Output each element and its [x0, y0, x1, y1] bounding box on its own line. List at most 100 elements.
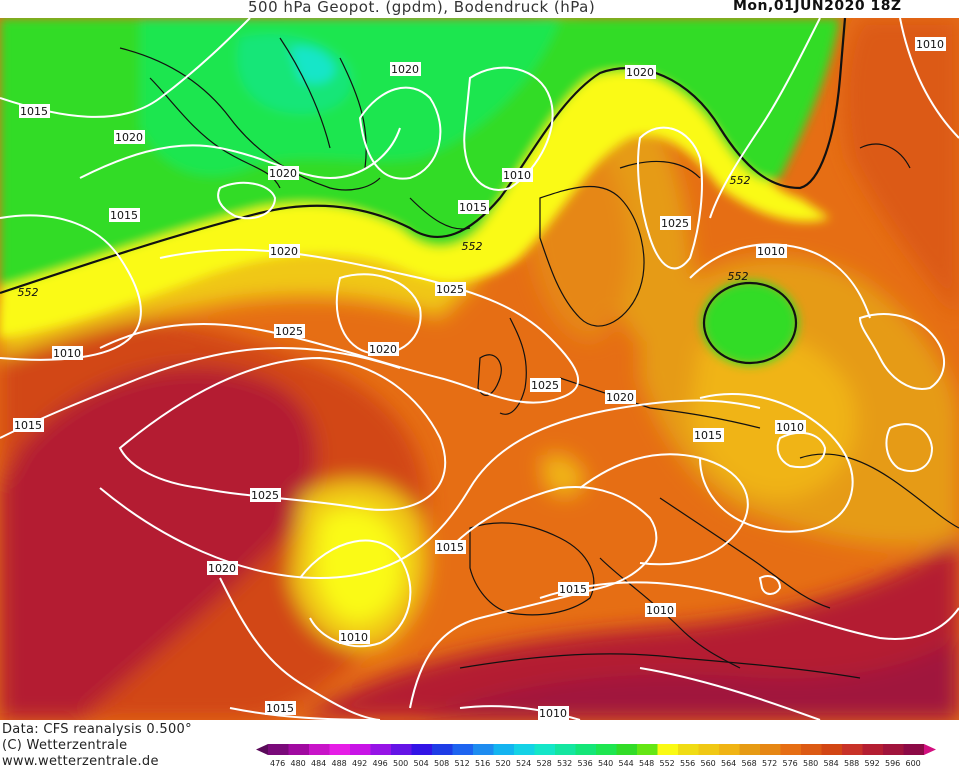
- geopotential-label: 552: [18, 286, 39, 299]
- legend-swatch: [616, 744, 637, 755]
- isobar-label-bg: [435, 540, 466, 554]
- copyright-notice: (C) Wetterzentrale: [2, 738, 128, 753]
- legend-tick-label: 564: [721, 759, 736, 768]
- isobar-label-bg: [645, 603, 676, 617]
- isobar-label: 1020: [269, 167, 297, 180]
- legend-tick-label: 548: [639, 759, 654, 768]
- legend-tick-label: 508: [434, 759, 449, 768]
- legend-swatch: [288, 744, 309, 755]
- isobar-label-bg: [693, 428, 724, 442]
- legend-swatch: [780, 744, 801, 755]
- isobar-label-bg: [502, 168, 533, 182]
- legend-swatch: [350, 744, 371, 755]
- isobar-label-bg: [625, 65, 656, 79]
- legend-tick-label: 536: [578, 759, 593, 768]
- legend-tick-label: 492: [352, 759, 367, 768]
- legend-tick-label: 556: [680, 759, 695, 768]
- isobar-label: 1010: [916, 38, 944, 51]
- legend-swatch: [432, 744, 453, 755]
- isobar-label: 1020: [391, 63, 419, 76]
- isobar-label: 1015: [559, 583, 587, 596]
- isobar-label-bg: [605, 390, 636, 404]
- legend-tick-label: 576: [783, 759, 798, 768]
- legend-swatch: [637, 744, 658, 755]
- isobar-label: 1025: [661, 217, 689, 230]
- legend-tick-label: 524: [516, 759, 531, 768]
- legend-swatch: [883, 744, 904, 755]
- geopotential-contours: [0, 18, 847, 365]
- legend-swatch: [370, 744, 391, 755]
- geopotential-label: 552: [730, 174, 751, 187]
- isobar-label-bg: [368, 342, 399, 356]
- isobar-label: 1010: [776, 421, 804, 434]
- isobar-label-bg: [390, 62, 421, 76]
- legend-tick-label: 484: [311, 759, 326, 768]
- isobar-label-bg: [19, 104, 50, 118]
- legend-tick-label: 520: [496, 759, 511, 768]
- legend-swatch: [534, 744, 555, 755]
- legend-tick-label: 600: [906, 759, 921, 768]
- legend-swatch: [760, 744, 781, 755]
- isobar-label: 1025: [436, 283, 464, 296]
- legend-swatch: [862, 744, 883, 755]
- legend-tick-label: 480: [291, 759, 306, 768]
- isobar-label: 1015: [266, 702, 294, 715]
- legend-swatch: [719, 744, 740, 755]
- data-source: Data: CFS reanalysis 0.500°: [2, 722, 192, 737]
- isobar-label-bg: [274, 324, 305, 338]
- isobar-label-bg: [269, 244, 300, 258]
- legend-tick-label: 572: [762, 759, 777, 768]
- legend-tick-label: 588: [844, 759, 859, 768]
- weather-map: 1015 1020 1020 1015 1010 1020 1015 1010 1020 1025…: [0, 18, 959, 720]
- isobar-label-bg: [458, 200, 489, 214]
- color-legend: 476 480 484 488 492 496 500 504 508 512 516 520 524 5…: [256, 744, 936, 768]
- legend-swatch: [678, 744, 699, 755]
- isobar-label: 1010: [340, 631, 368, 644]
- legend-tick-label: 504: [414, 759, 429, 768]
- isobar-label-bg: [915, 37, 946, 51]
- website-url: www.wetterzentrale.de: [2, 754, 159, 769]
- legend-arrow-high: [924, 744, 936, 755]
- isobar-label: 1020: [626, 66, 654, 79]
- legend-tick-label: 568: [742, 759, 757, 768]
- legend-swatch: [411, 744, 432, 755]
- isobar-label: 1010: [757, 245, 785, 258]
- legend-swatch: [739, 744, 760, 755]
- chart-title: 500 hPa Geopot. (gpdm), Bodendruck (hPa): [248, 0, 596, 16]
- legend-swatch: [452, 744, 473, 755]
- legend-swatch: [821, 744, 842, 755]
- legend-swatch: [801, 744, 822, 755]
- legend-tick-label: 532: [557, 759, 572, 768]
- isobar-label: 1025: [251, 489, 279, 502]
- legend-tick-label: 488: [332, 759, 347, 768]
- valid-time: Mon,01JUN2020 18Z: [733, 0, 902, 14]
- isobar-label: 1010: [646, 604, 674, 617]
- legend-swatch: [903, 744, 924, 755]
- legend-tick-label: 580: [803, 759, 818, 768]
- isobar-label: 1015: [694, 429, 722, 442]
- legend-swatch: [842, 744, 863, 755]
- legend-tick-label: 516: [475, 759, 490, 768]
- isobar-label-bg: [268, 166, 299, 180]
- isobar-label: 1020: [369, 343, 397, 356]
- isobar-label: 1010: [53, 347, 81, 360]
- geopotential-labels: 552 552 552 552: [18, 174, 751, 299]
- legend-tick-label: 592: [865, 759, 880, 768]
- isobar-label: 1010: [503, 169, 531, 182]
- legend-swatch: [555, 744, 576, 755]
- isobar-label-bg: [250, 488, 281, 502]
- isobar-label: 1025: [275, 325, 303, 338]
- chart-footer: Data: CFS reanalysis 0.500° (C) Wetterze…: [0, 720, 959, 770]
- isobar-label: 1015: [110, 209, 138, 222]
- legend-swatch: [493, 744, 514, 755]
- legend-tick-label: 560: [701, 759, 716, 768]
- geopotential-label: 552: [462, 240, 483, 253]
- legend-swatch: [268, 744, 289, 755]
- isobar-label: 1020: [606, 391, 634, 404]
- legend-tick-label: 476: [270, 759, 285, 768]
- legend-swatch: [391, 744, 412, 755]
- isobar-label-bg: [13, 418, 44, 432]
- legend-swatch: [309, 744, 330, 755]
- isobar-label-bg: [114, 130, 145, 144]
- isobar-label-bg: [756, 244, 787, 258]
